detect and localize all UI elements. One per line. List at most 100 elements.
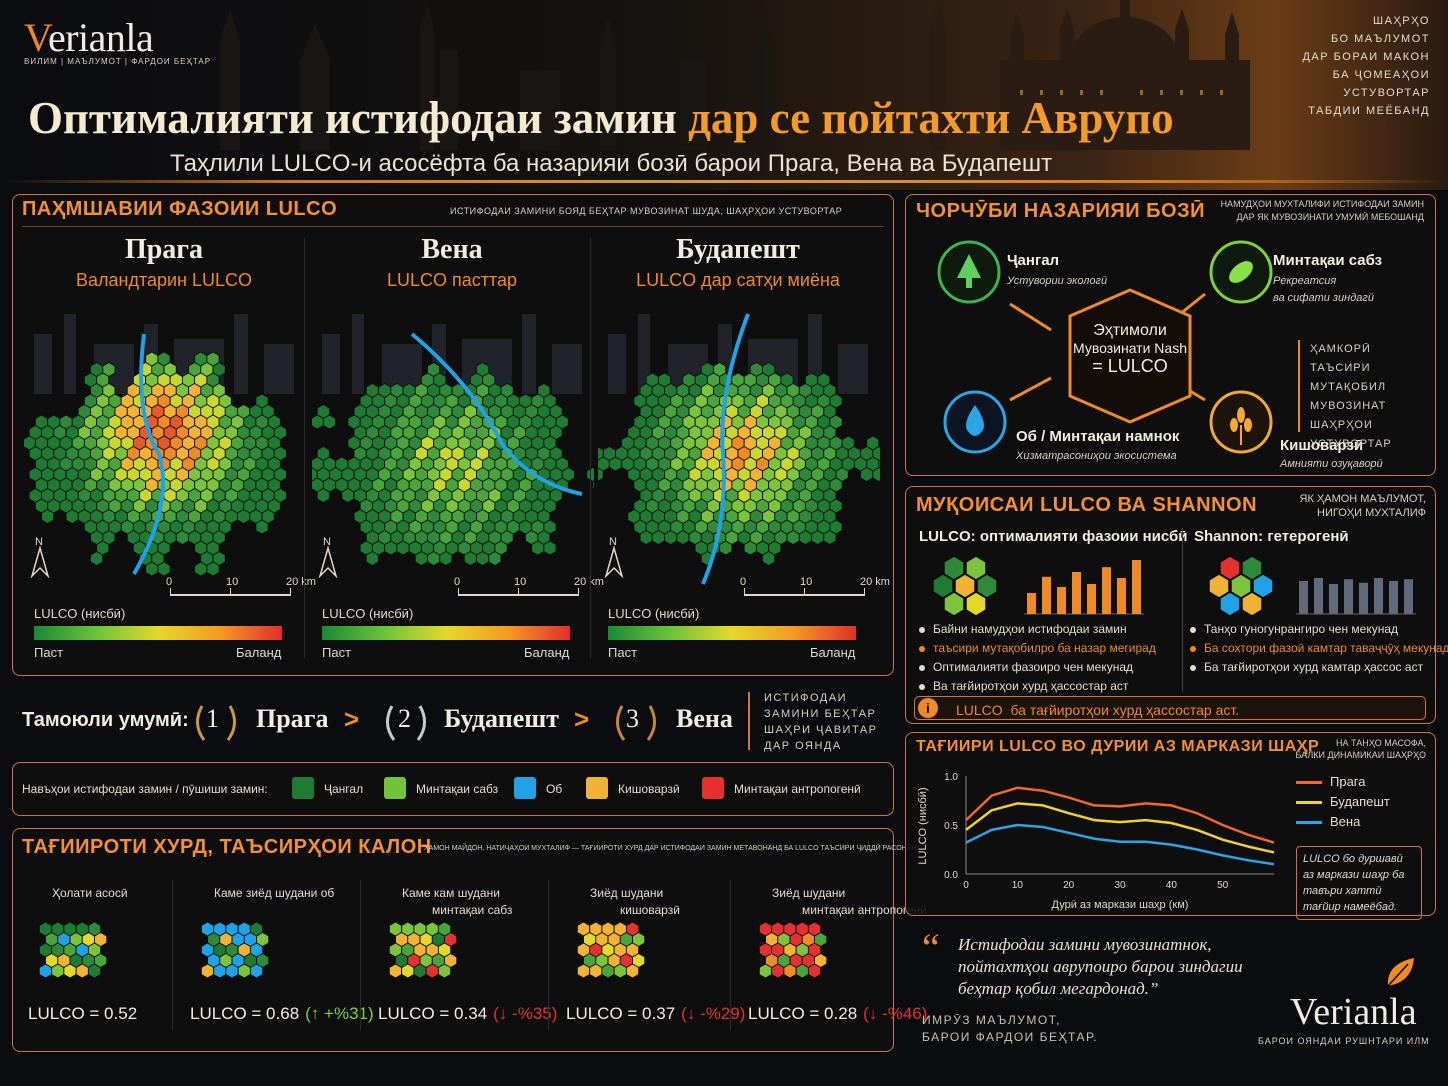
series-line — [965, 786, 1275, 844]
bullet-dot — [919, 645, 925, 652]
drop-icon — [966, 405, 984, 436]
legend-swatch — [384, 777, 406, 799]
legend-label: Будапешт — [1330, 794, 1390, 809]
legend-entry: Будапешт — [1296, 792, 1390, 812]
scale-title: LULCO (нисбӣ) — [608, 606, 700, 621]
lulco-head: LULCO: оптималияти фазоии нисбӣ — [919, 528, 1188, 545]
scenario-value: LULCO = 0.52 — [28, 1004, 137, 1024]
scale-low-label: Паст — [322, 645, 352, 660]
brand-tagline: ВИЛИМ | МАЪЛУМОТ | ФАРДОИ БЕҲТАР — [24, 57, 212, 66]
lulco-bar-chart — [1024, 560, 1144, 615]
framework-side-rule — [1298, 340, 1300, 432]
framework-side-note: ҲАМКОРӢ ТАЪСИРИ МУТАҚОБИЛ МУВОЗИНАТ ШАҲРҲОИ… — [1310, 343, 1392, 450]
shannon-bar — [1404, 579, 1413, 614]
forest-sub: Устувории экологӣ — [1007, 275, 1108, 287]
scenario-lulco-value: LULCO = 0.68 — [190, 1004, 300, 1023]
city-column-divider — [590, 238, 591, 658]
scale-tick-label: 20 km — [860, 576, 890, 588]
scenario-lulco-value: LULCO = 0.52 — [28, 1004, 138, 1023]
scale-low-label: Паст — [608, 645, 638, 660]
rank-1-number: 1 — [206, 704, 219, 733]
y-tick-label: 0.0 — [944, 870, 958, 881]
hex-heatmap-map — [312, 314, 594, 566]
agri-sub: Амнияти озуқаворӣ — [1280, 458, 1383, 470]
scale-tick — [744, 588, 745, 596]
y-tick-label: 1.0 — [944, 772, 958, 783]
compare-callout-text: LULCO ба тағйиротҳои хурд ҳассостар аст. — [956, 702, 1240, 718]
legend-swatch — [702, 777, 724, 799]
change-percent: -%35) — [512, 1004, 558, 1023]
bullet-item: Ва тағйиротҳои хурд ҳассостар аст — [919, 677, 1156, 696]
scale-tick-label: 20 km — [286, 576, 316, 588]
green-sub2: ва сифати зиндагӣ — [1273, 292, 1374, 304]
rank-3-number: 3 — [626, 704, 639, 733]
compare-callout — [914, 696, 1426, 720]
scale-title: LULCO (нисбӣ) — [322, 606, 414, 621]
scale-tick-label: 20 km — [574, 576, 604, 588]
city-column-divider — [304, 238, 305, 658]
distance-line-chart: LULCO (нисбӣ) Дурӣ аз маркази шаҳр (км) 0.… — [917, 772, 1275, 911]
compare-panel-note: ЯК ҲАМОН МАЪЛУМОТ, НИГОҲИ МУХТАЛИФ — [1299, 493, 1427, 519]
legend-swatch — [514, 777, 536, 799]
scenario-divider — [172, 880, 173, 1030]
scale-high-label: Баланд — [810, 645, 856, 660]
quote-signature: ИМРӮЗ МАЪЛУМОТ, БАРОИ ФАРДОИ БЕҲТАР. — [922, 1013, 1099, 1044]
bullet-text: Байни намудҳои истифодаи замин — [933, 622, 1127, 636]
city-skyline-illustration — [220, 0, 1250, 150]
change-down-indicator: (↓ -%35) — [493, 1004, 558, 1023]
legend-entry: Прага — [1296, 772, 1390, 792]
bullet-text: Танҳо гуногунрангиро чен мекунад — [1204, 622, 1399, 636]
y-tick-label: 0.5 — [944, 821, 958, 832]
legend-entry: Вена — [1296, 812, 1390, 832]
agri-label: Кишоварзӣ — [1280, 437, 1364, 454]
lulco-bar — [1102, 567, 1111, 614]
north-arrow-icon — [604, 545, 624, 578]
city-subtitle: LULCO дар сатҳи миёна — [636, 270, 840, 290]
lulco-bar — [1132, 560, 1141, 614]
scenario-hex-cluster — [576, 921, 646, 979]
bullet-item: Ба тағйиротҳои хурд камтар ҳассос аст — [1190, 658, 1448, 677]
lulco-gradient-bar — [34, 626, 282, 640]
distance-callout: LULCO бо дуршавӣ аз маркази шаҳр ба тавъ… — [1296, 846, 1422, 920]
change-down-indicator: (↓ -%46) — [863, 1004, 928, 1023]
north-arrow-icon — [30, 545, 50, 578]
leaf-icon — [1387, 958, 1414, 987]
framework-panel-note: НАМУДҲОИ МУХТАЛИФИ ИСТИФОДАИ ЗАМИН ДАР ЯК… — [1220, 199, 1424, 222]
shannon-bar — [1299, 581, 1308, 614]
bullet-text: Ба тағйиротҳои хурд камтар ҳассос аст — [1204, 660, 1424, 674]
series-line — [965, 823, 1275, 866]
change-up-indicator: (↑ +%31) — [305, 1004, 374, 1023]
info-icon: i — [918, 698, 938, 718]
bullet-item: Ба сохтори фазоӣ камтар таваҷҷӯҳ мекунад — [1190, 639, 1448, 658]
scenario-label: Ҳолати асосӣ — [52, 886, 128, 900]
laurel-icon — [616, 705, 656, 741]
ranking-separator — [748, 692, 750, 750]
legend-line-swatch — [1296, 781, 1322, 785]
legend-item-label: Минтақаи антропогенӣ — [734, 782, 861, 796]
city-name: Будапешт — [676, 234, 800, 265]
x-tick-label: 30 — [1114, 880, 1126, 891]
header-divider — [0, 180, 1448, 183]
scenario-hex-cluster — [200, 921, 270, 979]
framework-panel-title: ЧОРЧӮБИ НАЗАРИЯИ БОЗӢ — [916, 200, 1205, 222]
change-down-indicator: (↓ -%29) — [681, 1004, 746, 1023]
bullet-dot — [1190, 664, 1196, 671]
ranking-row: 1 Прага > 2 Будапешт > 3 Вена — [186, 698, 746, 746]
rank-2-city: Будапешт — [444, 704, 559, 733]
compare-panel-title: МУҚОИСАИ LULCO ВА SHANNON — [916, 494, 1258, 516]
scenario-value: LULCO = 0.68 (↑ +%31) — [190, 1004, 374, 1024]
bullet-text: Оптималияти фазоиро чен мекунад — [933, 660, 1134, 674]
rank-3-city: Вена — [676, 704, 733, 733]
compare-divider — [1182, 528, 1183, 692]
legend-item-label: Ҷангал — [324, 782, 364, 796]
north-label: N — [609, 536, 617, 548]
leaf-icon — [1229, 261, 1253, 283]
series-line — [965, 802, 1275, 854]
bullet-text: таъсири мутақобилро ба назар мегирад — [933, 641, 1156, 655]
shannon-bar — [1344, 579, 1353, 614]
bullet-dot — [919, 683, 925, 690]
scale-tick — [230, 588, 231, 596]
city-subtitle: LULCO пасттар — [386, 270, 518, 290]
rank-1-city: Прага — [256, 704, 329, 733]
bullet-item: Оптималияти фазоиро чен мекунад — [919, 658, 1156, 677]
